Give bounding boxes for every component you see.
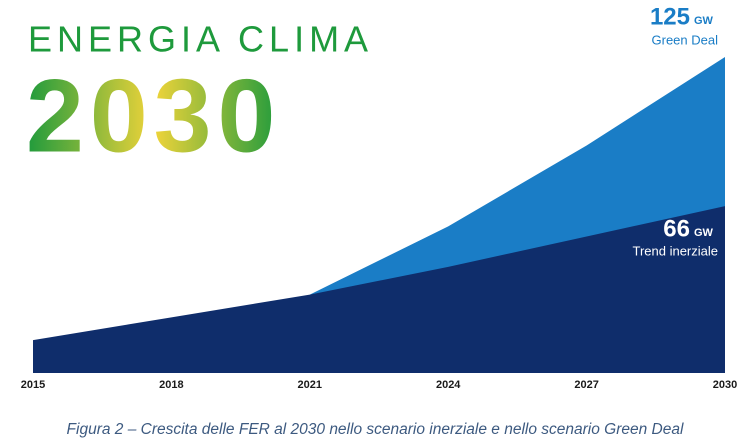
x-tick-label: 2015 — [21, 379, 45, 391]
x-tick-label: 2018 — [159, 379, 183, 391]
value-label: 125 — [650, 3, 690, 30]
value-label: 66 — [663, 215, 690, 242]
unit-label: GW — [694, 227, 714, 239]
logo-year: 2030 — [26, 58, 281, 174]
caption: Figura 2 – Crescita delle FER al 2030 ne… — [67, 421, 684, 438]
unit-label: GW — [694, 15, 714, 27]
x-tick-label: 2030 — [713, 379, 737, 391]
x-tick-label: 2021 — [298, 379, 322, 391]
area — [33, 206, 725, 373]
series-name: Green Deal — [652, 32, 719, 47]
x-tick-label: 2027 — [574, 379, 598, 391]
logo-title: ENERGIA CLIMA — [28, 19, 373, 60]
series-name: Trend inerziale — [632, 244, 718, 259]
x-tick-label: 2024 — [436, 379, 461, 391]
